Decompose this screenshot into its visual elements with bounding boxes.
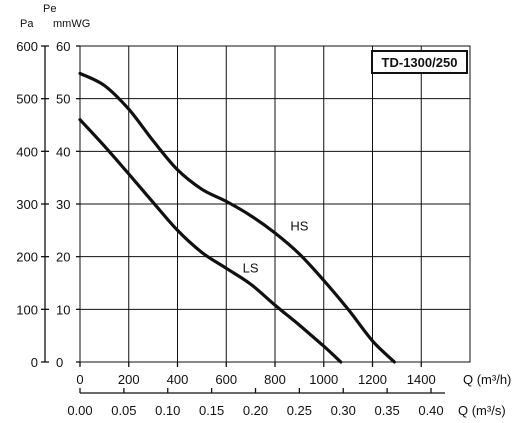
m3s-tick-label: 0.00 xyxy=(67,403,92,418)
m3h-tick-label: 600 xyxy=(215,372,237,387)
mmwg-tick-label: 20 xyxy=(56,250,70,265)
m3h-tick-label: 0 xyxy=(76,372,83,387)
mmwg-tick-label: 10 xyxy=(56,302,70,317)
x-axis-label-m3s: Q (m³/s) xyxy=(458,403,506,418)
m3s-tick-label: 0.25 xyxy=(287,403,312,418)
model-label-box xyxy=(371,50,468,74)
m3s-tick-label: 0.30 xyxy=(331,403,356,418)
m3h-tick-label: 1200 xyxy=(358,372,387,387)
m3s-tick-label: 0.20 xyxy=(243,403,268,418)
m3s-tick-label: 0.15 xyxy=(199,403,224,418)
mmwg-tick-label: 30 xyxy=(56,197,70,212)
curve-label-hs: HS xyxy=(290,218,308,233)
m3s-tick-label: 0.35 xyxy=(374,403,399,418)
m3h-tick-label: 800 xyxy=(264,372,286,387)
m3s-tick-label: 0.10 xyxy=(155,403,180,418)
m3h-tick-label: 400 xyxy=(167,372,189,387)
pa-tick-label: 600 xyxy=(16,39,38,54)
m3h-tick-label: 1400 xyxy=(407,372,436,387)
pa-tick-label: 400 xyxy=(16,144,38,159)
pa-tick-label: 0 xyxy=(31,355,38,370)
m3h-tick-label: 1000 xyxy=(309,372,338,387)
header-pe: Pe xyxy=(43,3,56,15)
header-pa: Pa xyxy=(20,18,34,30)
x-axis-label-m3h: Q (m³/h) xyxy=(463,372,511,387)
pa-tick-label: 500 xyxy=(16,92,38,107)
curve-hs xyxy=(78,71,396,364)
pa-tick-label: 200 xyxy=(16,250,38,265)
m3s-tick-label: 0.40 xyxy=(418,403,443,418)
mmwg-tick-label: 50 xyxy=(56,92,70,107)
mmwg-tick-label: 60 xyxy=(56,39,70,54)
mmwg-tick-label: 40 xyxy=(56,144,70,159)
pa-tick-label: 100 xyxy=(16,302,38,317)
curve-ls xyxy=(78,118,343,364)
pa-tick-label: 300 xyxy=(16,197,38,212)
mmwg-tick-label: 0 xyxy=(56,355,63,370)
m3s-tick-label: 0.05 xyxy=(111,403,136,418)
model-label: TD-1300/250 xyxy=(382,55,458,70)
header-mmwg: mmWG xyxy=(53,18,90,30)
m3h-tick-label: 200 xyxy=(118,372,140,387)
curve-label-ls: LS xyxy=(243,260,259,275)
